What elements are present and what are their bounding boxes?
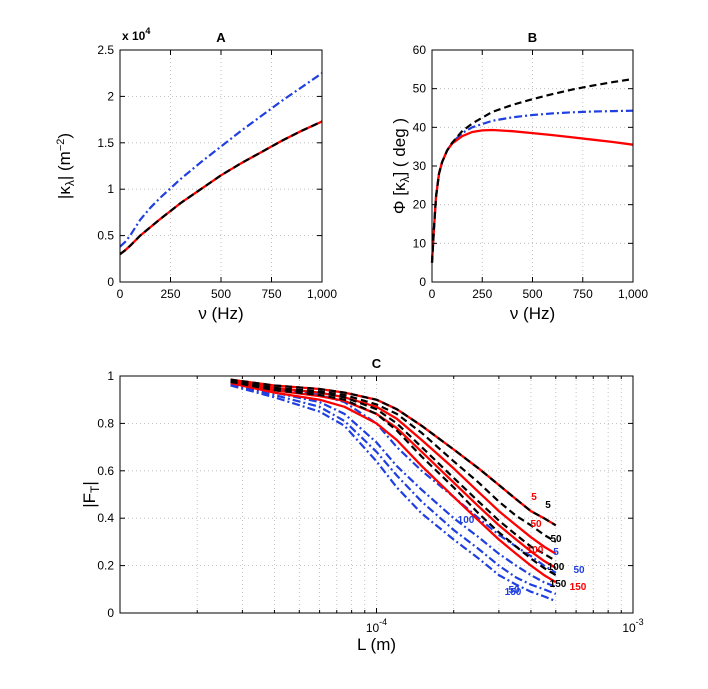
- series-line-dashed: [430, 77, 634, 263]
- y-multiplier: x 104: [122, 26, 150, 43]
- y-tick-label: 1: [107, 369, 114, 383]
- y-tick-label: 1: [107, 182, 114, 196]
- series-line-black-5: [230, 378, 557, 527]
- x-tick-label: 1,000: [618, 287, 648, 301]
- y-tick-label: 0.2: [97, 559, 114, 573]
- data-label: 100: [548, 562, 565, 573]
- y-tick-label: 30: [413, 159, 427, 173]
- x-tick-label: 0: [117, 287, 124, 301]
- x-tick-label: 250: [160, 287, 180, 301]
- data-label: 100: [458, 515, 475, 526]
- data-label: 50: [530, 519, 542, 530]
- y-tick-label: 2: [107, 89, 114, 103]
- y-tick-label: 2.5: [97, 43, 114, 57]
- data-label: 50: [573, 565, 585, 576]
- y-tick-label: 40: [413, 120, 427, 134]
- y-tick-label: 0: [107, 275, 114, 289]
- data-label: 50: [550, 534, 562, 545]
- y-tick-label: 20: [413, 198, 427, 212]
- data-label: 5: [545, 500, 551, 511]
- y-tick-label: 0.4: [97, 511, 114, 525]
- chart-title: B: [528, 30, 537, 45]
- x-axis-label: ν (Hz): [510, 304, 555, 323]
- series-line-black-100: [230, 379, 557, 562]
- series-line-solid: [430, 128, 634, 263]
- y-tick-label: 10: [413, 236, 427, 250]
- chart-title: A: [216, 30, 226, 45]
- y-tick-label: 0: [419, 275, 426, 289]
- y-axis-label: |κλ| (m−2): [55, 133, 77, 199]
- series-line-dashed: [119, 120, 323, 256]
- data-label: 150: [570, 582, 587, 593]
- y-tick-label: 50: [413, 82, 427, 96]
- x-tick-label: 500: [211, 287, 231, 301]
- data-label: 5: [553, 547, 559, 558]
- x-tick-label: 10-4: [366, 617, 387, 635]
- x-tick-label: 0: [429, 287, 436, 301]
- y-tick-label: 0.5: [97, 229, 114, 243]
- y-axis-label: |FT|: [80, 481, 102, 508]
- data-label: 150: [550, 579, 567, 590]
- x-tick-label: 750: [261, 287, 281, 301]
- series-line-red-150: [230, 381, 557, 584]
- data-label: 50: [508, 585, 520, 596]
- panel-b: 0 250 500 750 1,000 0 10 20 30 40 50 60 Bν (Hz) Φ [κλ…: [390, 30, 648, 323]
- series-line-blue-100: [230, 383, 557, 596]
- data-label: 100: [527, 545, 544, 556]
- x-tick-label: 500: [522, 287, 542, 301]
- chart-title: C: [372, 356, 382, 371]
- panel-a: 0 250 500 750 1,000 0 0.5 1 1.5 2 2.5 Ax 104 ν (Hz) |…: [55, 26, 337, 323]
- x-axis-label: ν (Hz): [198, 304, 243, 323]
- data-label: 150: [505, 587, 522, 598]
- x-tick-label: 250: [472, 287, 492, 301]
- data-label: 5: [531, 492, 537, 503]
- series-line-blue-150: [230, 384, 557, 603]
- series-line-dash-dot: [119, 72, 323, 248]
- series-line-black-150: [230, 380, 557, 577]
- plot-area: [120, 376, 633, 613]
- series-line-blue-5: [230, 379, 557, 574]
- y-axis-label: Φ [κλ] ( deg ): [390, 118, 412, 214]
- y-tick-label: 0: [107, 606, 114, 620]
- y-tick-label: 0.8: [97, 416, 114, 430]
- x-tick-label: 750: [573, 287, 593, 301]
- x-tick-label: 1,000: [307, 287, 337, 301]
- y-tick-label: 60: [413, 43, 427, 57]
- x-tick-label: 10-3: [622, 617, 643, 635]
- series-line-black-50: [230, 379, 557, 543]
- y-tick-label: 1.5: [97, 136, 114, 150]
- y-tick-label: 0.6: [97, 464, 114, 478]
- x-axis-label: L (m): [357, 635, 396, 654]
